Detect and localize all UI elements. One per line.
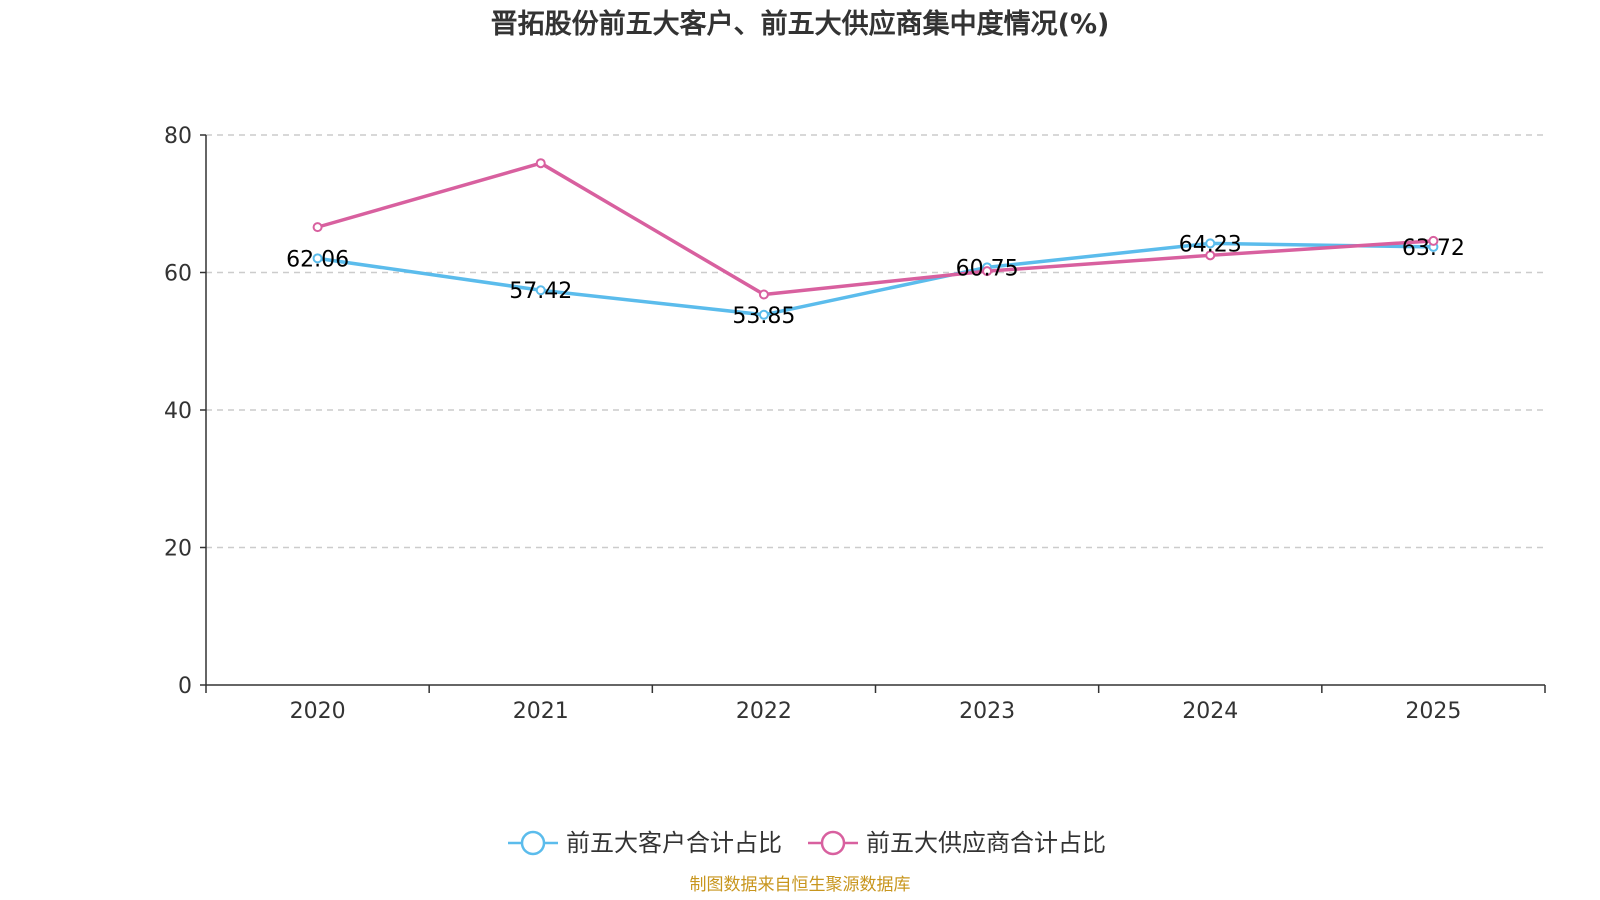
data-label: 53.85	[732, 304, 795, 329]
data-point-2	[535, 158, 546, 169]
series-line-1	[317, 241, 1434, 317]
y-tick-label: 0	[178, 674, 192, 699]
x-tick-label: 2025	[1405, 699, 1461, 724]
x-tick-label: 2020	[290, 699, 346, 724]
y-tick-label: 20	[164, 537, 192, 562]
x-tick-label: 2024	[1182, 699, 1238, 724]
data-label: 63.72	[1402, 236, 1465, 261]
data-point-2	[982, 266, 993, 277]
data-point-1	[758, 309, 769, 320]
data-label: 60.75	[956, 256, 1019, 281]
data-point-2	[1205, 250, 1216, 261]
legend-label: 前五大客户合计占比	[566, 829, 782, 857]
x-tick-label: 2021	[513, 699, 569, 724]
y-tick-label: 60	[164, 262, 192, 287]
axes: 0 20 40 60 80 2020 2021 2022 2023 2024 2025	[164, 124, 1546, 724]
data-label: 62.06	[286, 247, 349, 272]
y-tick-label: 40	[164, 399, 192, 424]
series-line-2	[317, 161, 1434, 297]
x-tick-label: 2023	[959, 699, 1015, 724]
data-point-1	[535, 285, 546, 296]
y-tick-label: 80	[164, 124, 192, 149]
source-note: 制图数据来自恒生聚源数据库	[690, 875, 911, 895]
data-label: 57.42	[509, 279, 572, 304]
grid-lines	[206, 134, 1545, 549]
data-point-2	[758, 289, 769, 300]
legend-label: 前五大供应商合计占比	[866, 829, 1106, 857]
data-point-2	[312, 222, 323, 233]
legend-swatch-marker	[820, 830, 846, 856]
data-point-1	[1205, 238, 1216, 249]
x-tick-label: 2022	[736, 699, 792, 724]
data-point-2	[1428, 235, 1439, 246]
legend[interactable]: 前五大客户合计占比 前五大供应商合计占比	[508, 829, 1106, 857]
series-group	[312, 158, 1439, 320]
data-label: 64.23	[1179, 232, 1242, 257]
chart-title: 晋拓股份前五大客户、前五大供应商集中度情况(%)	[491, 8, 1110, 40]
legend-swatch-marker	[520, 830, 546, 856]
data-point-1	[312, 253, 323, 264]
data-labels: 62.06 57.42 53.85 60.75 64.23 63.72	[286, 232, 1465, 328]
